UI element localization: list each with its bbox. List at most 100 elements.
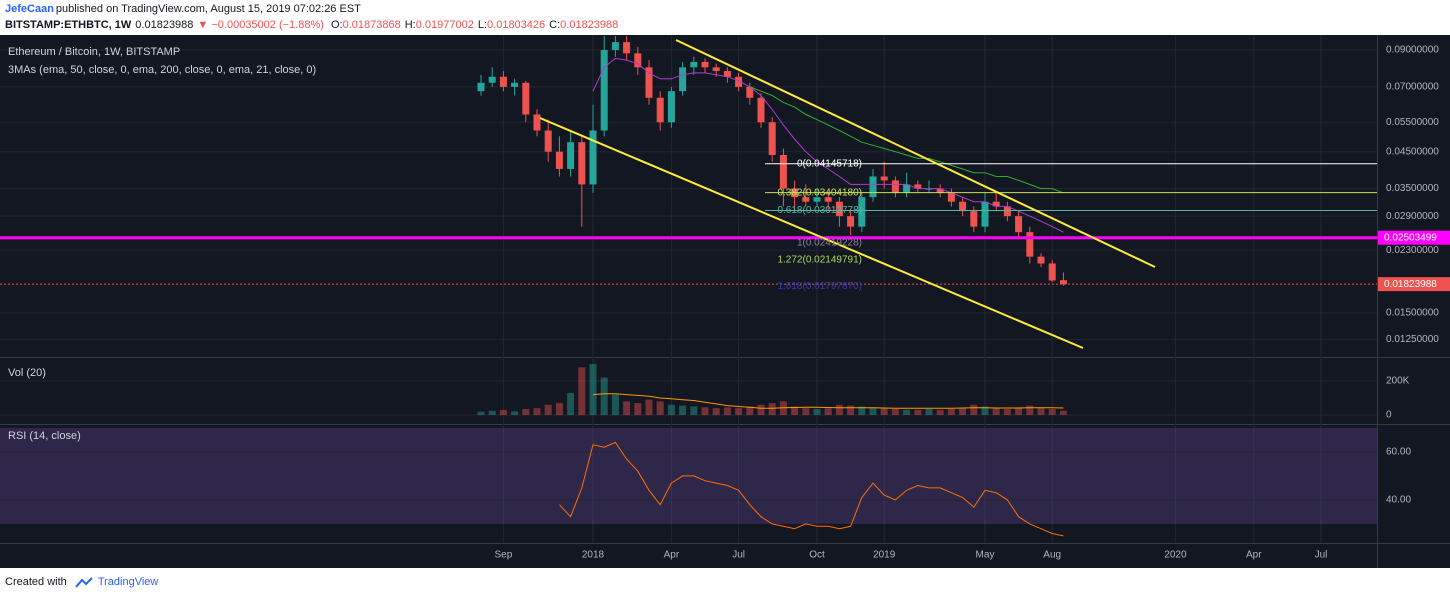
candle-body (1048, 263, 1056, 281)
ohlc-value: 0.01977002 (415, 19, 474, 31)
x-tick-label: Apr (664, 550, 680, 561)
volume-bar (1037, 408, 1045, 415)
volume-bar (981, 406, 989, 415)
y-tick-label: 0.04500000 (1386, 146, 1439, 157)
ohlc-label: C: (549, 19, 561, 31)
trend-line (539, 117, 1084, 349)
volume-bar (567, 392, 575, 415)
volume-bar (1059, 410, 1067, 415)
ohlc-label: H: (404, 19, 416, 31)
volume-bar (1003, 409, 1011, 415)
candle-body (488, 76, 496, 83)
candle-body (992, 201, 1000, 207)
x-tick-label: Aug (1043, 550, 1061, 561)
volume-bar (712, 408, 720, 415)
volume-bar (667, 404, 675, 415)
ohlc-value: 0.01823988 (560, 19, 619, 31)
logo-icon (75, 577, 93, 588)
header-row: JefeCaan published on TradingView.com, Au… (5, 3, 365, 15)
candle-body (522, 82, 530, 115)
volume-bar (735, 408, 743, 415)
candle-body (690, 61, 698, 68)
fib-label: 0(0.04145718) (797, 158, 862, 169)
candle-body (667, 91, 675, 123)
candle-body (1015, 216, 1023, 233)
candle-body (914, 184, 922, 189)
candle-body (858, 197, 866, 227)
volume-bar (690, 406, 698, 415)
candle-body (869, 176, 877, 198)
candle-body (712, 67, 720, 72)
candle-body (544, 130, 552, 152)
y-tick-label: 60.00 (1386, 447, 1411, 458)
candle-body (611, 42, 619, 51)
volume-bar (679, 405, 687, 415)
candle-body (634, 53, 642, 68)
candle-body (813, 197, 821, 202)
y-tick-label: 0.02300000 (1386, 245, 1439, 256)
volume-bar (880, 408, 888, 415)
candle-body (847, 216, 855, 227)
fib-label: 1(0.02419228) (797, 237, 862, 248)
volume-bar (891, 409, 899, 415)
volume-bar (970, 404, 978, 415)
ohlc-label: O: (330, 19, 343, 31)
volume-bar (813, 409, 821, 415)
candle-body (567, 142, 575, 169)
volume-bar (768, 403, 776, 415)
volume-bar (914, 409, 922, 415)
y-tick-label: 0 (1386, 410, 1392, 421)
x-tick-label: May (976, 550, 995, 561)
candle-body (970, 211, 978, 227)
volume-bar (858, 406, 866, 415)
y-tick-label: 0.01500000 (1386, 307, 1439, 318)
chart-title: Ethereum / Bitcoin, 1W, BITSTAMP (8, 46, 180, 58)
header-row: BITSTAMP:ETHBTC, 1W 0.01823988 ▼ −0.000350… (5, 19, 622, 31)
volume-bar (522, 409, 530, 415)
price-label: 0.02503499 (1384, 232, 1437, 243)
footer-brand[interactable]: TradingView (97, 576, 159, 588)
volume-bar (847, 405, 855, 415)
x-tick-label: 2018 (582, 550, 605, 561)
volume-bar (791, 406, 799, 415)
y-tick-label: 0.02900000 (1386, 211, 1439, 222)
x-tick-label: 2019 (873, 550, 896, 561)
price-label-box (1378, 277, 1450, 292)
volume-bar (959, 408, 967, 415)
volume-bar (824, 408, 832, 415)
x-tick-label: Jul (1315, 550, 1328, 561)
ohlc-value: 0.01873868 (342, 19, 401, 31)
trend-lines (539, 39, 1156, 349)
fib-label: 0.382(0.03404180) (777, 187, 862, 198)
candle-body (1059, 280, 1067, 285)
last-price: 0.01823988 (135, 19, 194, 31)
candle-body (746, 86, 754, 98)
y-tick-label: 0.03500000 (1386, 183, 1439, 194)
volume-bar (947, 409, 955, 415)
ohlc-label: L: (477, 19, 488, 31)
x-tick-label: Oct (809, 550, 825, 561)
volume-bar (757, 404, 765, 415)
candle-body (903, 184, 911, 193)
volume-bar (645, 399, 653, 415)
published: published on TradingView.com, August 15,… (55, 3, 361, 15)
symbol: BITSTAMP:ETHBTC, 1W (5, 19, 132, 31)
price-label-box (1378, 230, 1450, 245)
volume-bar (903, 409, 911, 415)
author[interactable]: JefeCaan (5, 3, 54, 15)
candle-body (656, 97, 664, 123)
candle-body (477, 82, 485, 92)
volume-bar (488, 410, 496, 415)
candle-body (880, 176, 888, 181)
candle-body (959, 201, 967, 212)
volume-bar (992, 408, 1000, 415)
candle-body (623, 42, 631, 54)
rsi-line (559, 441, 1064, 537)
volume-bar (578, 367, 586, 415)
volume-bar (511, 411, 519, 415)
volume-bar (499, 409, 507, 415)
candle-body (735, 76, 743, 87)
y-tick-label: 200K (1386, 376, 1410, 387)
volume-average (592, 393, 1064, 409)
